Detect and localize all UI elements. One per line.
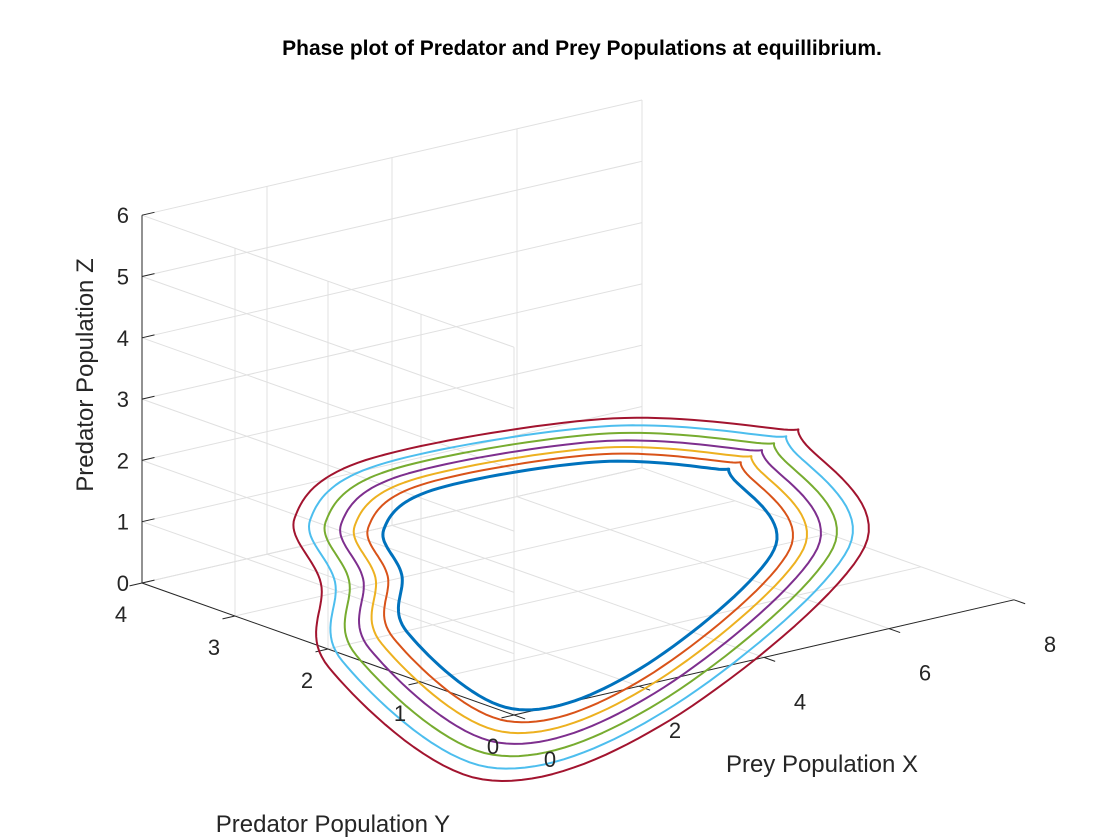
z-tick-label: 0 — [117, 571, 129, 596]
grid-line — [141, 459, 515, 593]
grid-line — [141, 398, 515, 532]
grid-line — [141, 467, 643, 584]
x-tick-label: 4 — [794, 689, 806, 714]
z-tick — [141, 395, 155, 400]
tick-labels: 0 2 4 6 8 0 1 2 3 4 0 1 2 3 4 5 6 — [115, 203, 1056, 772]
z-tick-label: 3 — [117, 387, 129, 412]
z-tick — [141, 334, 155, 339]
series-curve-5 — [323, 431, 838, 758]
grid-line — [420, 566, 922, 683]
z-tick-label: 5 — [117, 265, 129, 290]
y-tick-label: 1 — [394, 701, 406, 726]
grid-line — [141, 222, 643, 339]
grid-line — [141, 214, 515, 348]
grid-line — [141, 406, 643, 523]
grid-line — [141, 521, 515, 655]
grid — [141, 99, 1015, 716]
y-tick — [222, 615, 236, 620]
z-tick — [141, 579, 155, 584]
grid-line — [327, 533, 829, 650]
x-tick-label: 2 — [669, 718, 681, 743]
series-group — [292, 416, 870, 782]
z-tick — [141, 211, 155, 216]
z-tick-label: 4 — [117, 326, 129, 351]
z-tick — [141, 518, 155, 523]
grid-line — [234, 500, 736, 617]
z-tick — [141, 273, 155, 277]
x-tick-label: 6 — [919, 661, 931, 686]
grid-line — [141, 344, 643, 461]
y-tick — [129, 582, 143, 587]
y-axis-label: Predator Population Y — [216, 811, 450, 838]
x-axis-label: Prey Population X — [726, 751, 918, 778]
z-tick — [141, 457, 155, 461]
y-tick-label: 2 — [301, 668, 313, 693]
series-curve-7 — [292, 416, 870, 782]
x-tick-label: 0 — [544, 747, 556, 772]
z-tick-label: 2 — [117, 448, 129, 473]
series-curve-3 — [352, 446, 808, 735]
grid-line — [141, 283, 643, 400]
series-curve-6 — [308, 424, 854, 770]
x-tick-label: 8 — [1044, 632, 1056, 657]
series-curve-1 — [381, 459, 779, 712]
x-tick — [1013, 599, 1026, 605]
z-tick-label: 6 — [117, 203, 129, 228]
grid-line — [141, 99, 643, 216]
series-curve-4 — [339, 439, 822, 745]
chart-title: Phase plot of Predator and Prey Populati… — [282, 37, 882, 60]
z-tick-label: 1 — [117, 510, 129, 535]
z-axis-label: Predator Population Z — [72, 258, 99, 491]
y-tick — [315, 648, 329, 653]
axes — [129, 211, 1026, 720]
y-tick-label: 4 — [115, 602, 127, 627]
y-tick-label: 0 — [487, 734, 499, 759]
x-tick — [888, 628, 901, 634]
x-tick — [513, 714, 526, 720]
series-curve-2 — [366, 452, 794, 724]
grid-line — [141, 276, 515, 409]
x-tick — [763, 656, 776, 662]
y-tick — [501, 714, 515, 719]
y-tick-label: 3 — [208, 635, 220, 660]
grid-line — [141, 160, 643, 277]
